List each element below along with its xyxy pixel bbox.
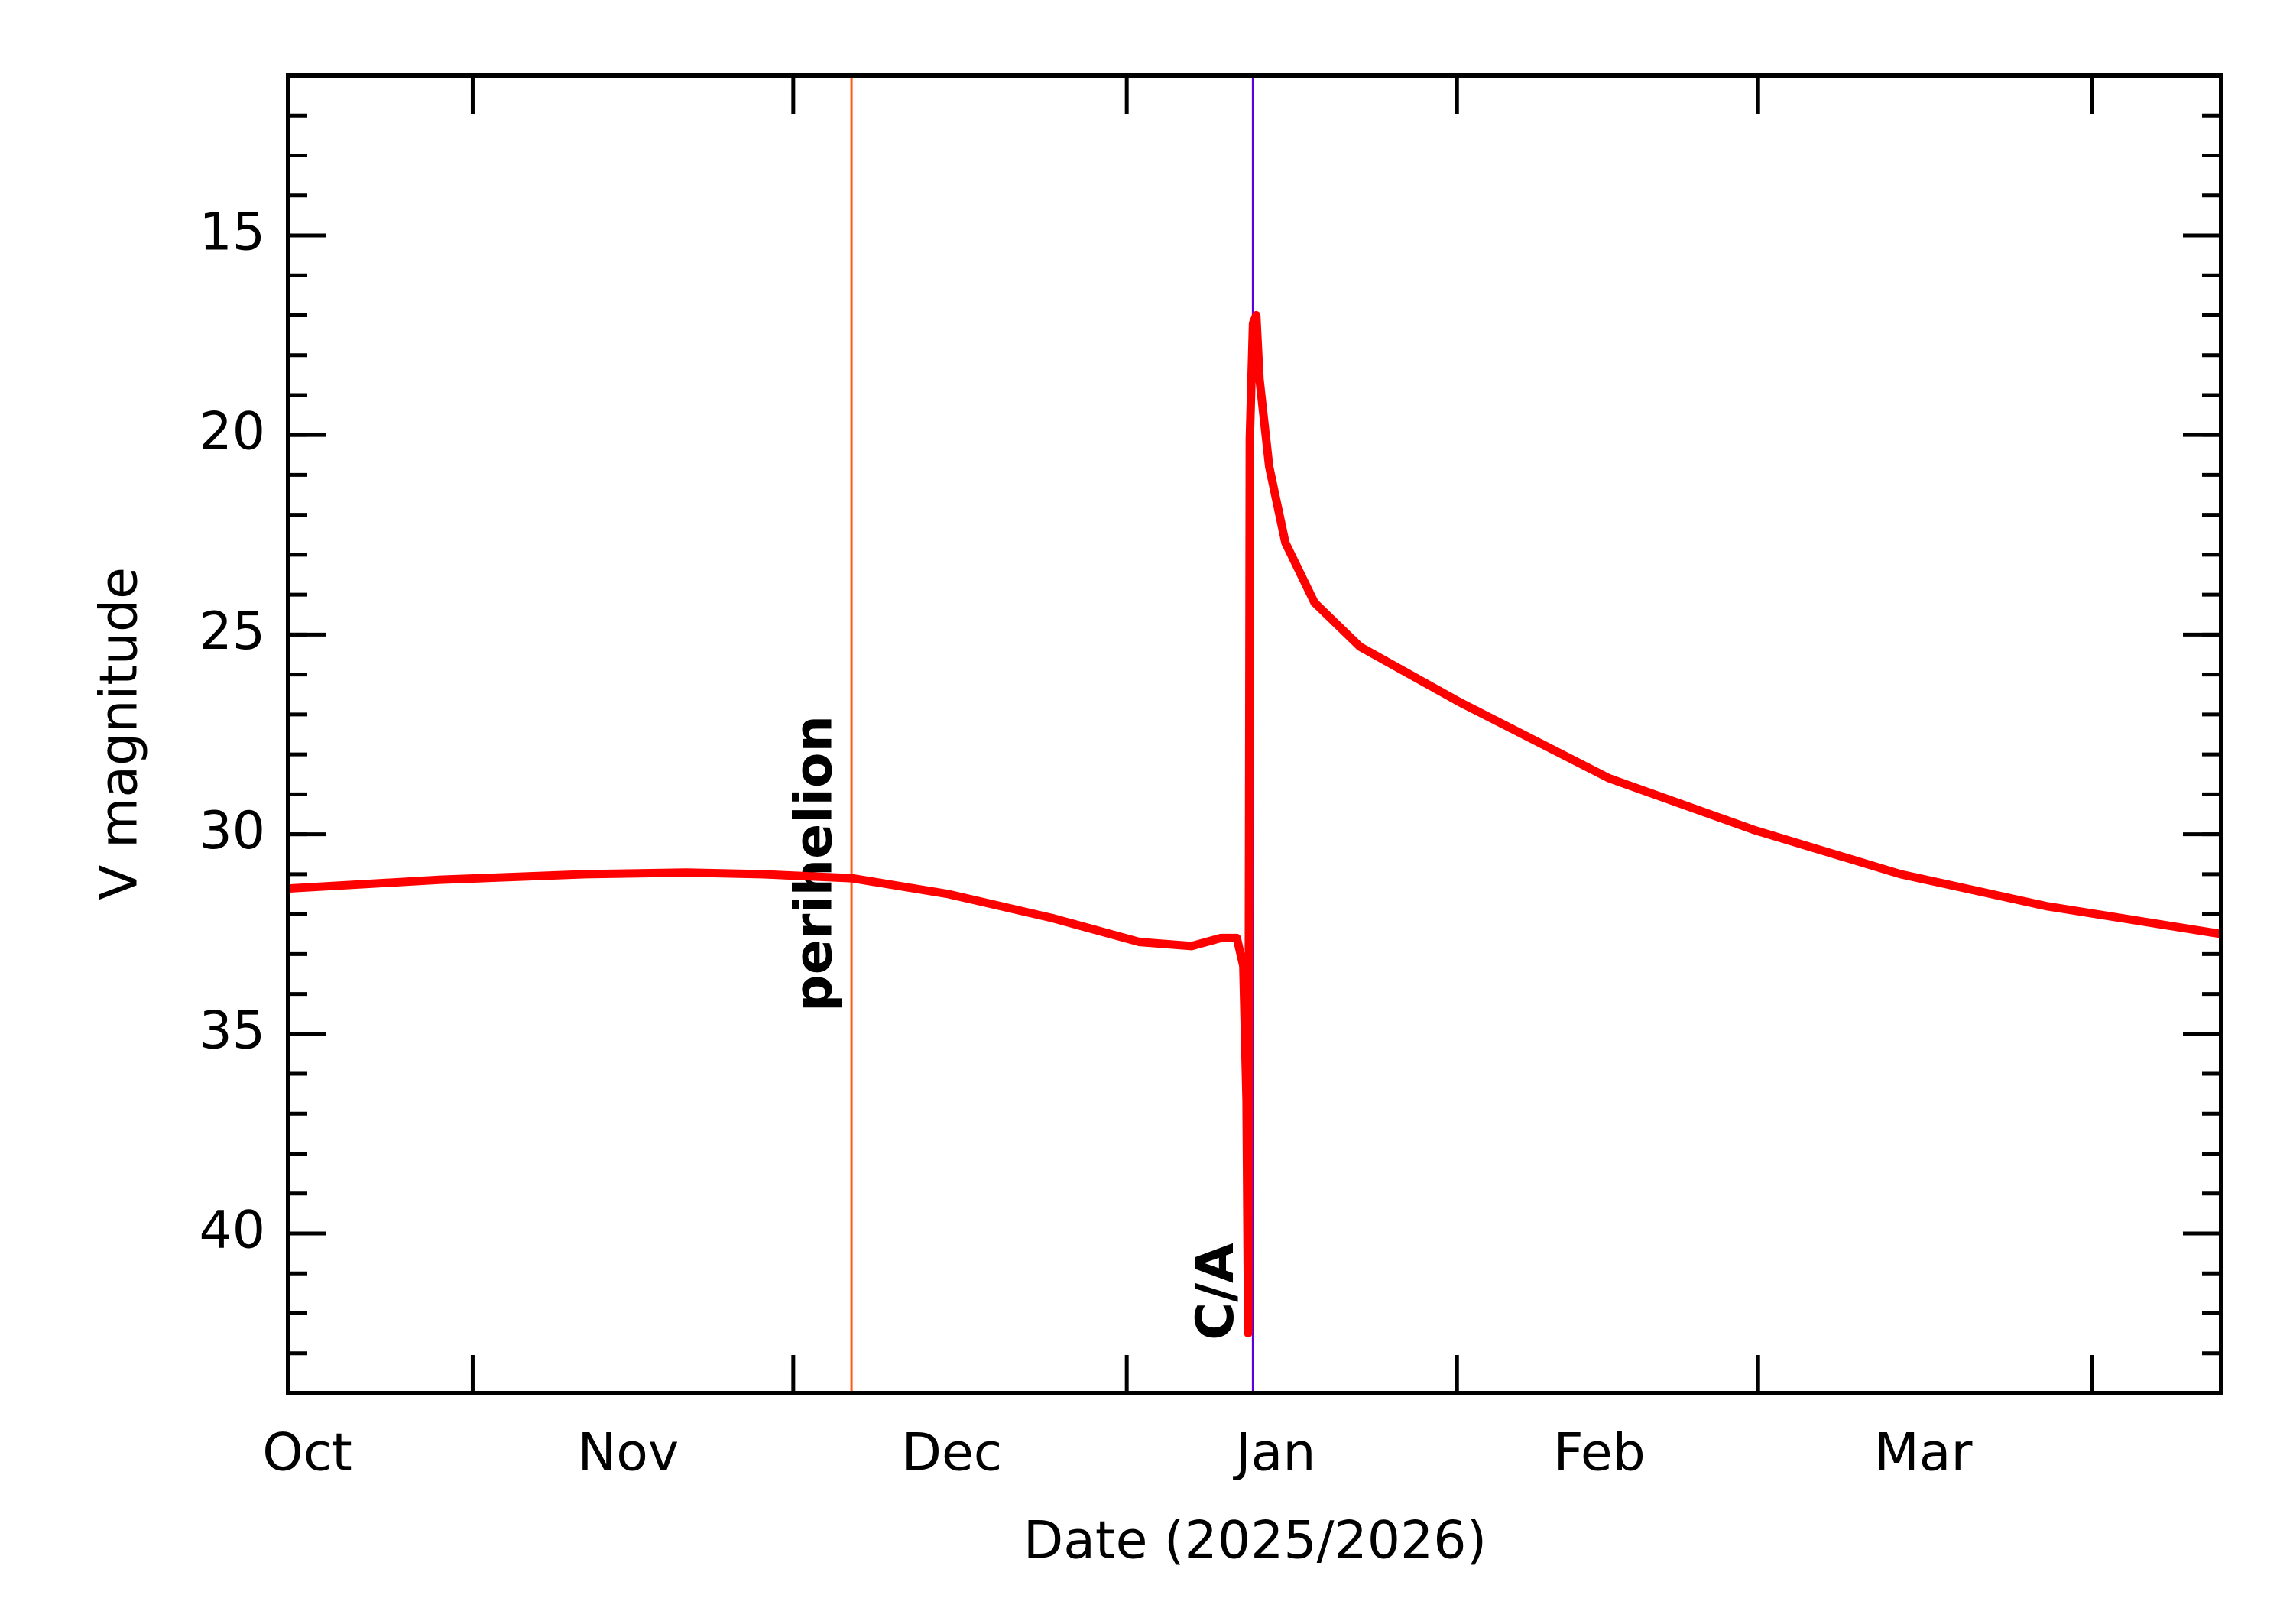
x-tick-label: Nov — [577, 1423, 679, 1483]
plot-frame — [286, 73, 2223, 1395]
x-axis-label: Date (2025/2026) — [1023, 1511, 1487, 1571]
y-tick-label: 15 — [199, 203, 265, 263]
x-tick-label: Dec — [902, 1423, 1003, 1483]
y-tick-label: 35 — [199, 1000, 265, 1061]
y-tick-label: 40 — [199, 1201, 265, 1261]
x-tick-label: Oct — [262, 1423, 352, 1483]
y-tick-label: 30 — [199, 801, 265, 861]
y-axis-label: V magnitude — [89, 567, 150, 900]
data-line — [287, 310, 2222, 1338]
y-tick-label: 20 — [199, 402, 265, 462]
x-tick-label: Feb — [1553, 1423, 1645, 1483]
event-label: perihelion — [784, 715, 845, 1012]
event-label: C/A — [1185, 1243, 1246, 1340]
x-tick-label: Jan — [1233, 1423, 1316, 1483]
x-tick-label: Mar — [1874, 1423, 1972, 1483]
y-tick-label: 25 — [199, 601, 265, 662]
